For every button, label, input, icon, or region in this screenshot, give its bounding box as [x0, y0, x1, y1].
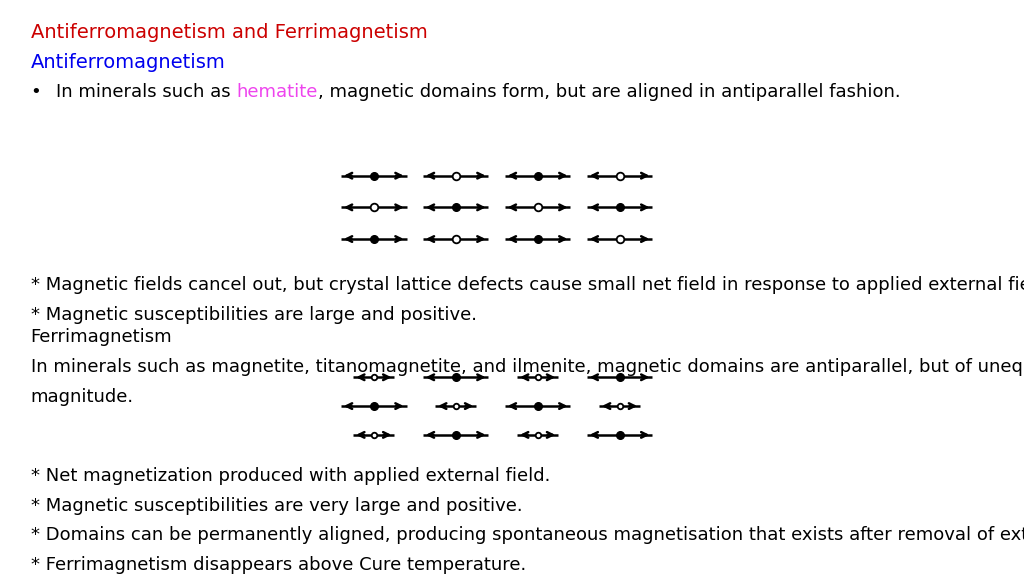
Text: * Ferrimagnetism disappears above Cure temperature.: * Ferrimagnetism disappears above Cure t…	[31, 556, 526, 574]
Text: * Magnetic susceptibilities are very large and positive.: * Magnetic susceptibilities are very lar…	[31, 497, 522, 514]
Text: , magnetic domains form, but are aligned in antiparallel fashion.: , magnetic domains form, but are aligned…	[318, 83, 901, 101]
Text: Antiferromagnetism and Ferrimagnetism: Antiferromagnetism and Ferrimagnetism	[31, 23, 427, 42]
Text: Antiferromagnetism: Antiferromagnetism	[31, 53, 225, 72]
Text: hematite: hematite	[237, 83, 318, 101]
Text: magnitude.: magnitude.	[31, 388, 134, 406]
Text: In minerals such as: In minerals such as	[56, 83, 237, 101]
Text: •: •	[31, 83, 41, 101]
Text: Ferrimagnetism: Ferrimagnetism	[31, 328, 172, 346]
Text: * Magnetic fields cancel out, but crystal lattice defects cause small net field : * Magnetic fields cancel out, but crysta…	[31, 276, 1024, 294]
Text: In minerals such as magnetite, titanomagnetite, and ilmenite, magnetic domains a: In minerals such as magnetite, titanomag…	[31, 358, 1024, 376]
Text: * Magnetic susceptibilities are large and positive.: * Magnetic susceptibilities are large an…	[31, 306, 477, 324]
Text: * Domains can be permanently aligned, producing spontaneous magnetisation that e: * Domains can be permanently aligned, pr…	[31, 526, 1024, 544]
Text: * Net magnetization produced with applied external field.: * Net magnetization produced with applie…	[31, 467, 550, 484]
